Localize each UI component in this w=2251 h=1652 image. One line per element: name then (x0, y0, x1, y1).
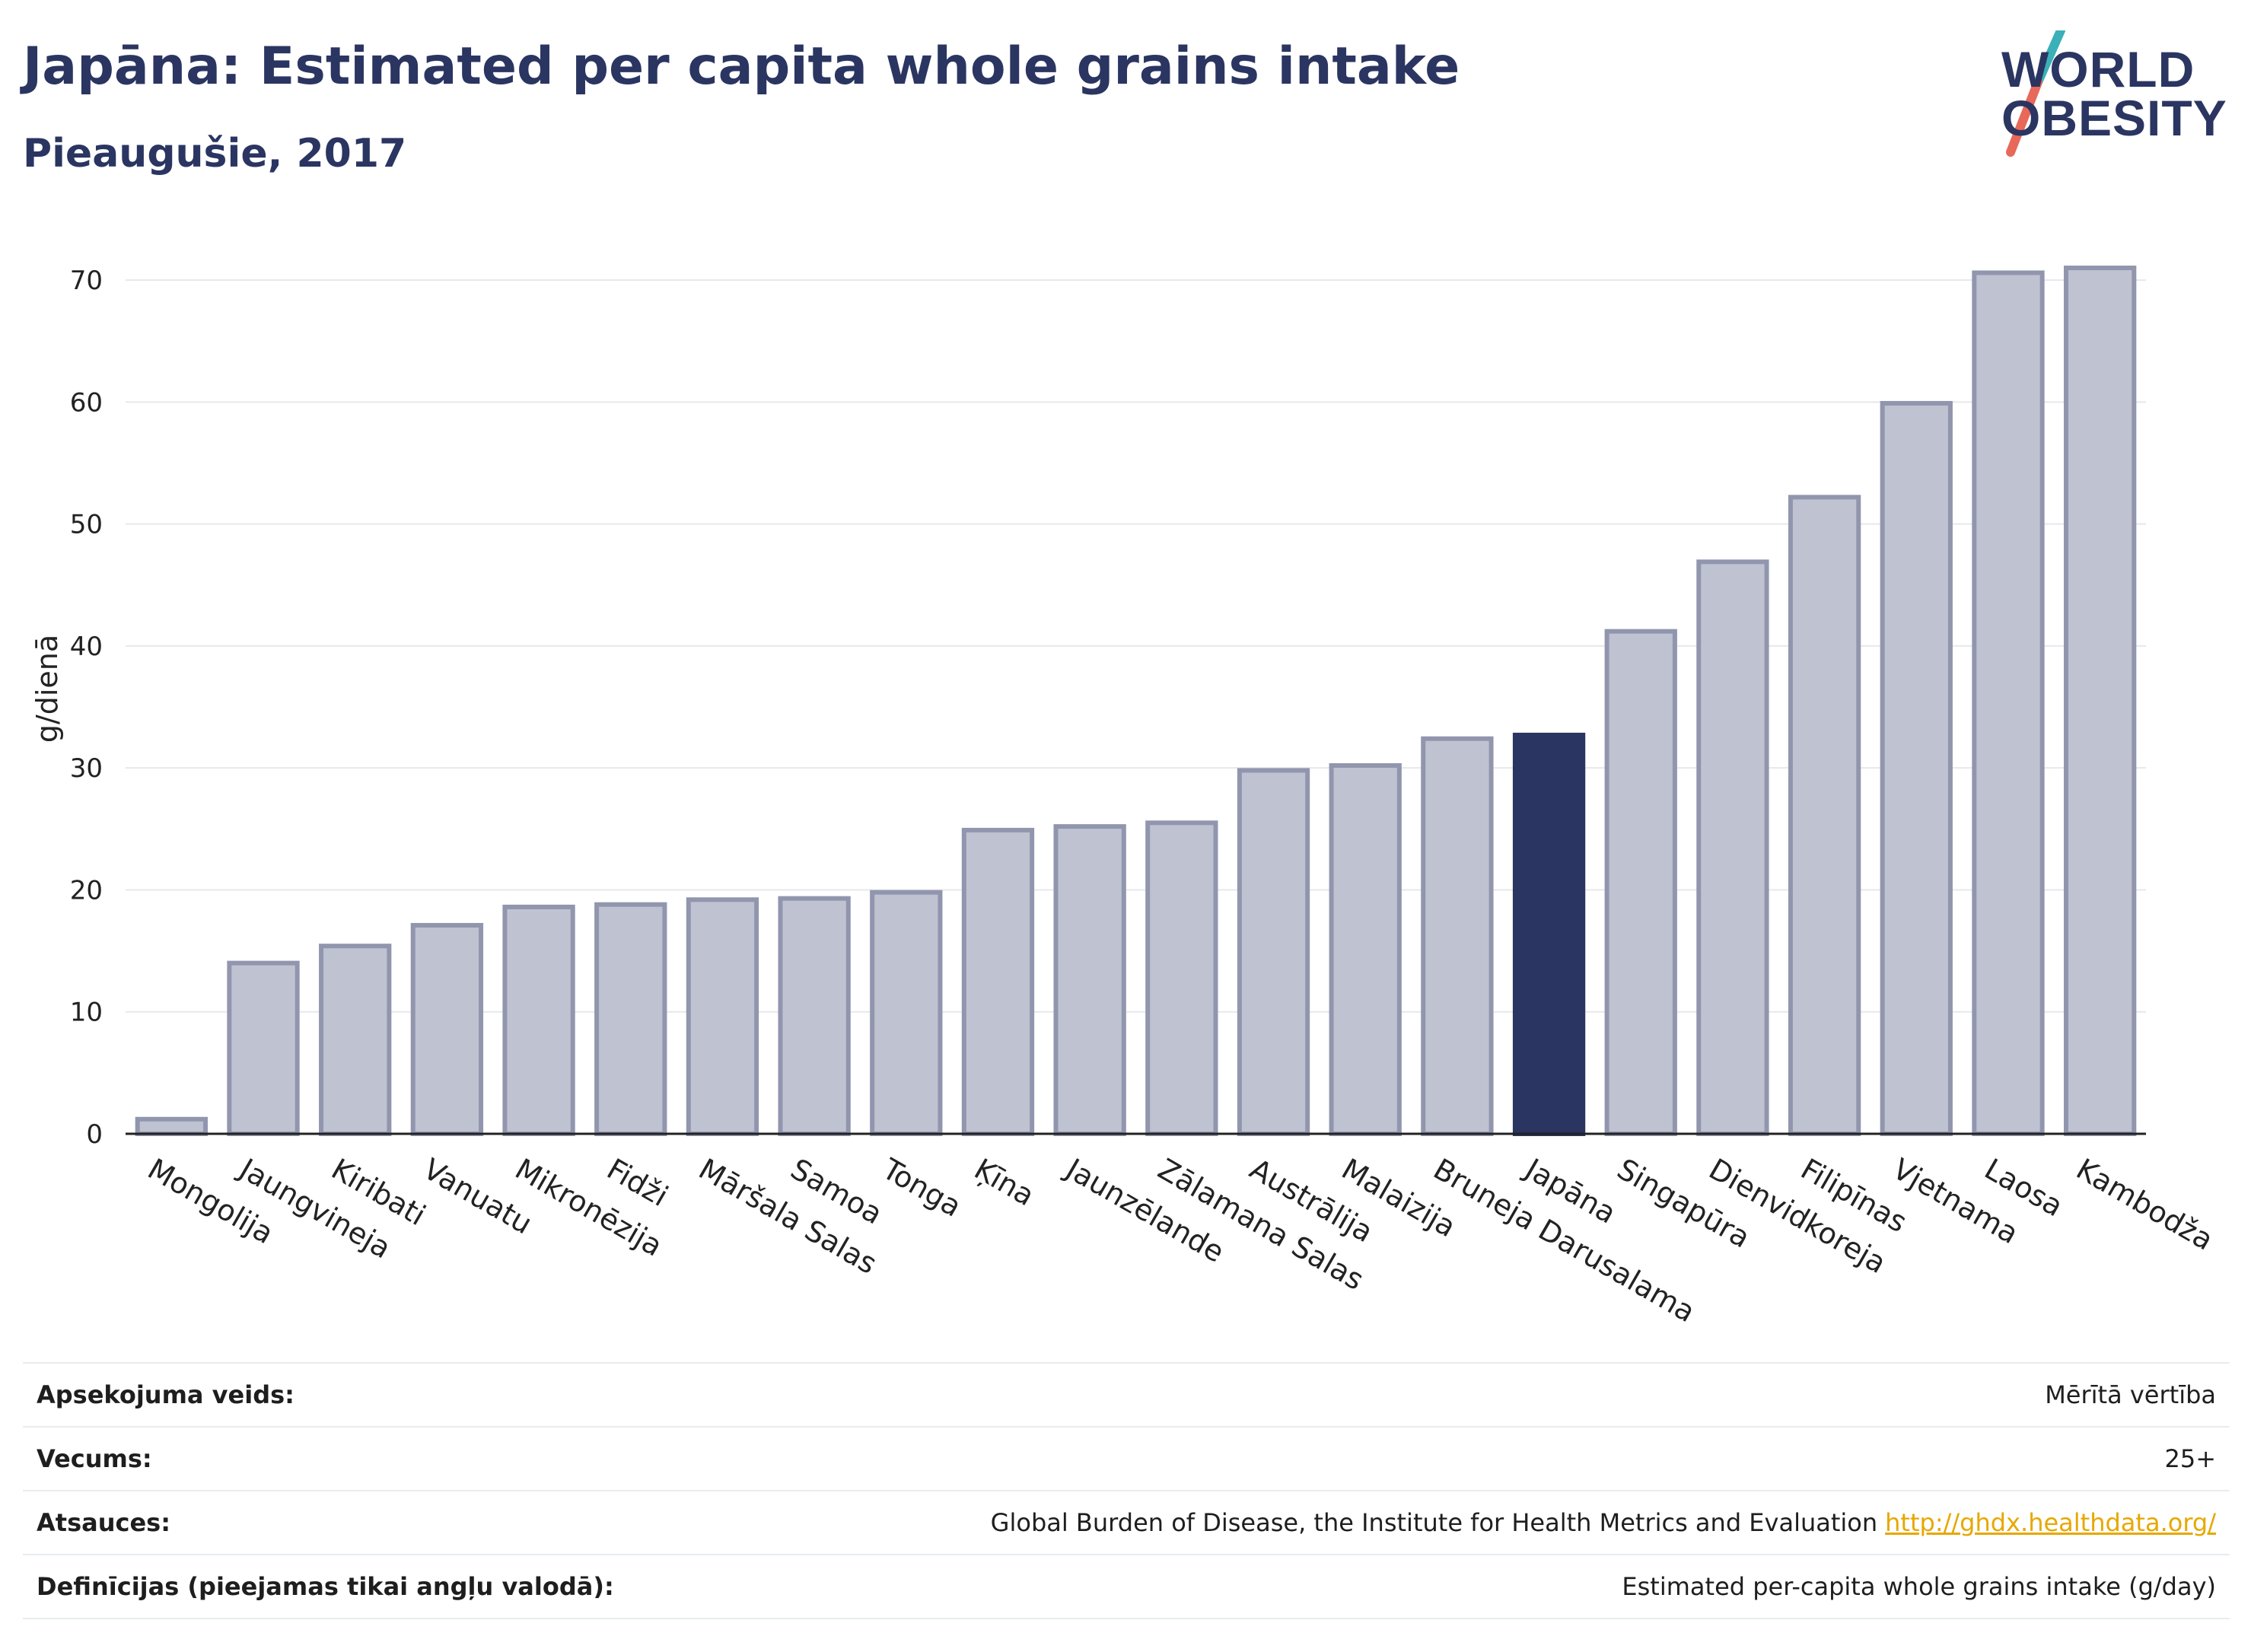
x-tick-label: Ķīna (969, 1152, 1040, 1213)
bar (410, 922, 484, 1136)
y-tick-label: 40 (70, 632, 103, 662)
footer-label: Atsauces: (37, 1508, 170, 1537)
bar (1696, 559, 1769, 1136)
chart-title: Japāna: Estimated per capita whole grain… (23, 37, 1460, 97)
bar (2064, 266, 2137, 1136)
bar (1880, 400, 1953, 1136)
footer-value: Global Burden of Disease, the Institute … (990, 1508, 1878, 1537)
y-tick-label: 30 (70, 753, 103, 784)
footer-label: Apsekojuma veids: (37, 1380, 295, 1409)
bar (1053, 824, 1126, 1137)
footer-value-wrap: Global Burden of Disease, the Institute … (991, 1508, 2230, 1537)
x-tick-label: Tonga (876, 1151, 966, 1223)
bar (870, 890, 943, 1136)
bar (1329, 762, 1402, 1136)
logo-line-1: WORLD (2001, 41, 2195, 97)
footer-value: 25+ (2164, 1444, 2216, 1473)
bar (135, 1116, 208, 1136)
bar (961, 827, 1035, 1136)
footer-label: Definīcijas (pieejamas tikai angļu valod… (37, 1572, 614, 1601)
bar (778, 896, 851, 1136)
y-tick-label: 70 (70, 266, 103, 296)
y-tick-label: 10 (70, 998, 103, 1028)
x-tick-label: Kambodža (2071, 1152, 2219, 1257)
bar (227, 960, 300, 1137)
footer-label: Vecums: (37, 1444, 152, 1473)
bar (1145, 820, 1218, 1137)
bar (1972, 270, 2045, 1137)
footer-row-sources: Atsauces: Global Burden of Disease, the … (23, 1490, 2230, 1554)
bar (319, 944, 392, 1137)
chart-subtitle: Pieaugušie, 2017 (23, 131, 407, 177)
world-obesity-logo: WORLD OBESITY (1979, 30, 2237, 164)
bar (1421, 736, 1494, 1136)
logo-line-2: OBESITY (2001, 90, 2227, 146)
bar-highlight (1512, 732, 1586, 1136)
y-tick-label: 60 (70, 387, 103, 418)
bar (686, 897, 759, 1136)
y-tick-label: 20 (70, 875, 103, 906)
bar (1788, 495, 1861, 1136)
bar-chart: 010203040506070g/dienāMongolijaJaungvine… (30, 266, 2219, 1329)
footer-row-survey: Apsekojuma veids: Mērītā vērtība (23, 1362, 2230, 1426)
bar (502, 904, 575, 1136)
bar (1604, 629, 1677, 1136)
source-link[interactable]: http://ghdx.healthdata.org/ (1885, 1508, 2216, 1537)
footer-row-definitions: Definīcijas (pieejamas tikai angļu valod… (23, 1554, 2230, 1619)
bar (594, 902, 667, 1136)
footer-row-age: Vecums: 25+ (23, 1426, 2230, 1490)
metadata-table: Apsekojuma veids: Mērītā vērtība Vecums:… (23, 1362, 2230, 1619)
footer-value: Estimated per-capita whole grains intake… (1622, 1572, 2216, 1601)
bar (1237, 768, 1310, 1136)
logo-slash-icon (2006, 30, 2065, 157)
footer-value: Mērītā vērtība (2045, 1380, 2216, 1409)
y-tick-label: 0 (86, 1119, 103, 1150)
y-axis-label: g/dienā (30, 635, 64, 743)
y-tick-label: 50 (70, 510, 103, 540)
